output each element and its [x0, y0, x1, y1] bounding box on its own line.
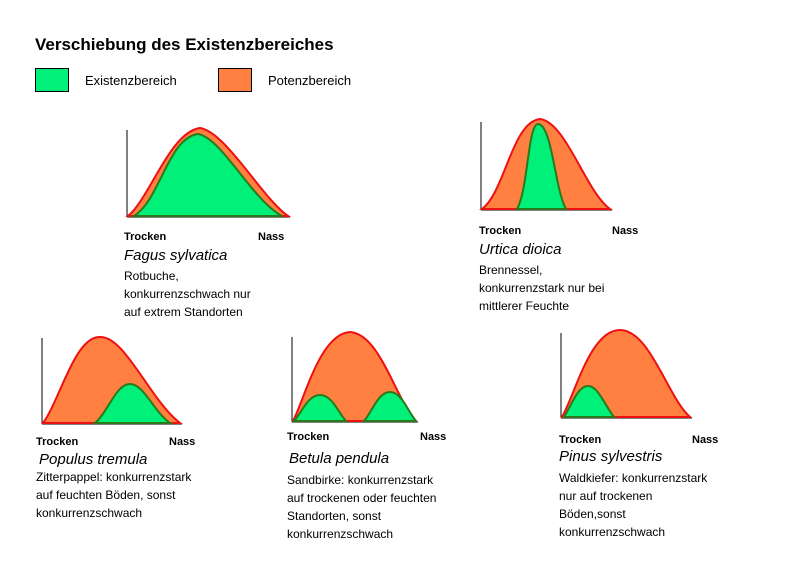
panel-populus-existenz-area: [92, 382, 174, 424]
panel-pinus-description: Waldkiefer: konkurrenzstark nur auf troc…: [559, 471, 708, 539]
panel-fagus-x-right-label: Nass: [258, 231, 285, 243]
legend-label-existenz: Existenzbereich: [85, 73, 177, 88]
legend-swatch-existenz: [35, 68, 69, 92]
panel-pinus-x-right-label: Nass: [692, 434, 719, 446]
panel-populus-species: Populus tremula: [39, 451, 148, 468]
panel-pinus-x-left-label: Trocken: [559, 434, 602, 446]
panel-urtica-species: Urtica dioica: [479, 241, 562, 258]
panel-betula-species: Betula pendula: [289, 450, 390, 467]
legend-label-potenz: Potenzbereich: [268, 73, 352, 88]
panel-betula-existenz-right: [361, 390, 419, 422]
panel-pinus-curves: [560, 328, 693, 419]
legend-swatch-potenz: [218, 68, 252, 92]
panel-fagus-existenz-area: [130, 132, 283, 217]
panel-populus-description: Zitterpappel: konkurrenzstark auf feucht…: [36, 470, 192, 520]
panel-pinus-species: Pinus sylvestris: [559, 448, 663, 465]
panel-urtica-x-left-label: Trocken: [479, 225, 522, 237]
panel-betula-x-right-label: Nass: [420, 431, 447, 443]
panel-betula-curves: [291, 330, 419, 423]
panel-betula-x-left-label: Trocken: [287, 431, 330, 443]
panel-fagus-description: Rotbuche, konkurrenzschwach nur auf extr…: [124, 269, 251, 319]
diagram-title: Verschiebung des Existenzbereiches: [35, 35, 334, 54]
panel-betula-description: Sandbirke: konkurrenzstark auf trockenen…: [287, 473, 437, 541]
panel-urtica-description: Brennessel, konkurrenzstark nur bei mitt…: [479, 263, 605, 313]
panel-urtica-curves: [478, 117, 614, 211]
panel-urtica-x-right-label: Nass: [612, 225, 639, 237]
panel-populus-x-right-label: Nass: [169, 436, 196, 448]
panel-fagus-curves: [125, 126, 292, 218]
panel-populus-curves: [41, 335, 183, 425]
panel-fagus-x-left-label: Trocken: [124, 231, 167, 243]
panel-betula-existenz-left: [291, 393, 349, 422]
panel-populus-x-left-label: Trocken: [36, 436, 79, 448]
panel-fagus-species: Fagus sylvatica: [124, 247, 228, 264]
panel-pinus-existenz-area: [562, 384, 617, 418]
panel-urtica-existenz-area: [515, 122, 568, 210]
